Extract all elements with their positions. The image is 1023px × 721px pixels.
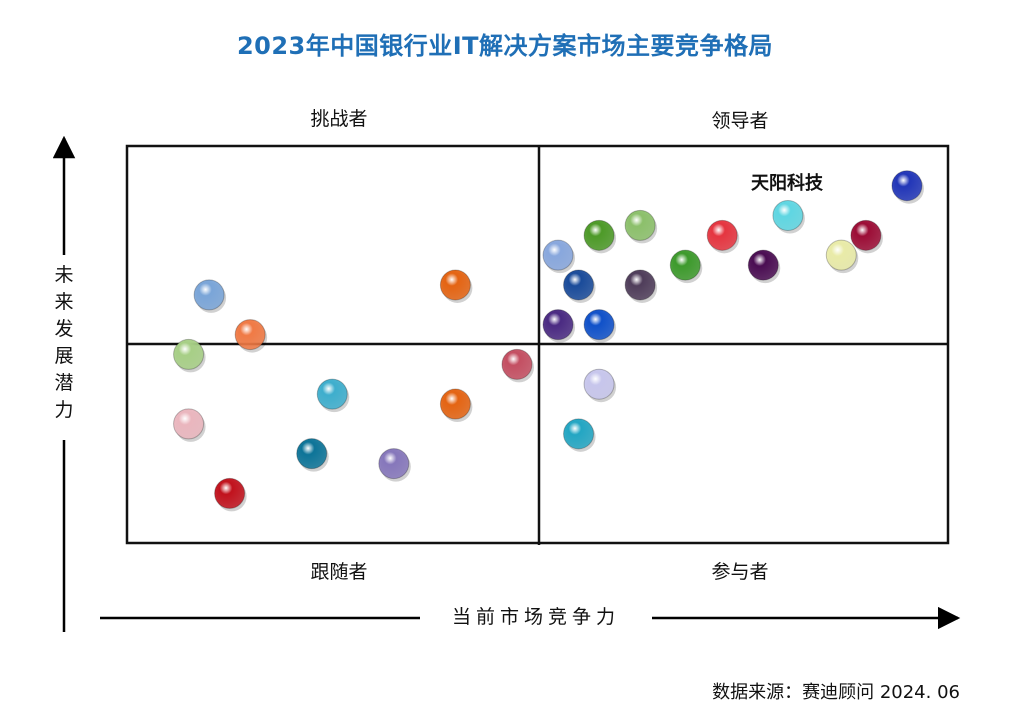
scatter-point bbox=[501, 348, 533, 380]
scatter-point bbox=[439, 388, 471, 420]
scatter-point bbox=[542, 309, 574, 341]
scatter-point bbox=[583, 368, 615, 400]
scatter-point bbox=[439, 269, 471, 301]
scatter-point bbox=[563, 269, 595, 301]
x-axis-label: 当前市场竞争力 bbox=[451, 606, 620, 628]
data-source: 数据来源：赛迪顾问 2024. 06 bbox=[712, 682, 960, 703]
scatter-point bbox=[669, 249, 701, 281]
scatter-point bbox=[563, 418, 595, 450]
scatter-point bbox=[378, 448, 410, 480]
scatter-point bbox=[193, 279, 225, 311]
scatter-point bbox=[583, 219, 615, 251]
scatter-point bbox=[624, 209, 656, 241]
scatter-point bbox=[173, 408, 205, 440]
chart-title: 2023年中国银行业IT解决方案市场主要竞争格局 bbox=[236, 32, 774, 60]
highlight-label: 天阳科技 bbox=[751, 172, 824, 194]
scatter-point bbox=[214, 477, 246, 509]
scatter-point bbox=[850, 219, 882, 251]
scatter-point bbox=[624, 269, 656, 301]
scatter-point bbox=[234, 319, 266, 351]
scatter-point bbox=[706, 219, 738, 251]
quadrant-label-bottom-left: 跟随者 bbox=[310, 561, 368, 583]
scatter-point bbox=[296, 438, 328, 470]
scatter-point bbox=[891, 170, 923, 202]
quadrant-label-top-left: 挑战者 bbox=[310, 108, 368, 130]
scatter-point bbox=[542, 239, 574, 271]
scatter-point bbox=[173, 338, 205, 370]
scatter-point bbox=[825, 239, 857, 271]
scatter-point bbox=[316, 378, 348, 410]
quadrant-label-bottom-right: 参与者 bbox=[711, 561, 769, 583]
quadrant-label-top-right: 领导者 bbox=[711, 110, 769, 132]
scatter-point bbox=[772, 199, 804, 231]
y-axis-label: 未来发展潜力 bbox=[54, 264, 74, 421]
scatter-point bbox=[747, 249, 779, 281]
scatter-point bbox=[583, 309, 615, 341]
